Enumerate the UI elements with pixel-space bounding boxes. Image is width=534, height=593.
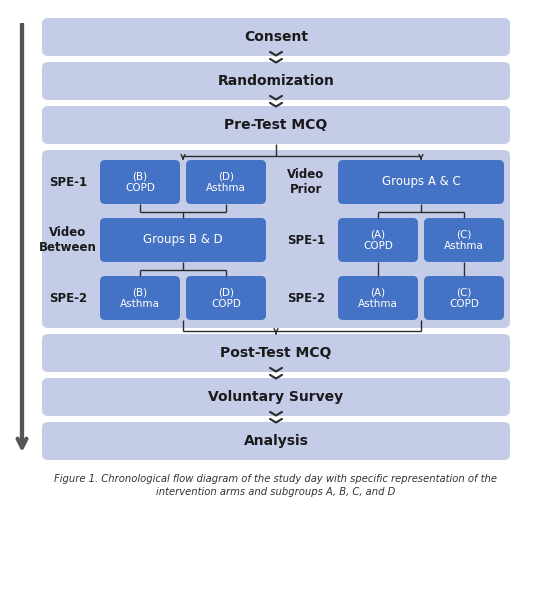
Text: SPE-2: SPE-2 [49,292,87,304]
Text: Figure 1. Chronological flow diagram of the study day with specific representati: Figure 1. Chronological flow diagram of … [54,474,498,484]
FancyBboxPatch shape [42,150,510,328]
Text: (B)
Asthma: (B) Asthma [120,287,160,309]
Text: (D)
COPD: (D) COPD [211,287,241,309]
Text: Randomization: Randomization [217,74,334,88]
Text: (A)
COPD: (A) COPD [363,229,393,251]
Text: (A)
Asthma: (A) Asthma [358,287,398,309]
FancyBboxPatch shape [100,160,180,204]
FancyBboxPatch shape [42,62,510,100]
FancyBboxPatch shape [42,156,272,208]
FancyBboxPatch shape [338,218,418,262]
FancyBboxPatch shape [424,276,504,320]
FancyBboxPatch shape [186,276,266,320]
Text: (D)
Asthma: (D) Asthma [206,171,246,193]
FancyBboxPatch shape [42,106,510,144]
FancyBboxPatch shape [42,214,272,266]
Text: (C)
Asthma: (C) Asthma [444,229,484,251]
FancyBboxPatch shape [42,422,510,460]
FancyBboxPatch shape [338,276,418,320]
FancyBboxPatch shape [424,218,504,262]
FancyBboxPatch shape [280,156,510,208]
FancyBboxPatch shape [42,334,510,372]
FancyBboxPatch shape [280,214,510,266]
Text: Analysis: Analysis [244,434,309,448]
FancyBboxPatch shape [42,378,510,416]
Text: (C)
COPD: (C) COPD [449,287,479,309]
Text: SPE-1: SPE-1 [287,234,325,247]
FancyBboxPatch shape [280,272,510,324]
FancyBboxPatch shape [42,272,272,324]
Text: SPE-1: SPE-1 [49,176,87,189]
Text: Pre-Test MCQ: Pre-Test MCQ [224,118,328,132]
Text: Voluntary Survey: Voluntary Survey [208,390,343,404]
FancyBboxPatch shape [338,160,504,204]
Text: Groups A & C: Groups A & C [382,176,460,189]
FancyBboxPatch shape [42,18,510,56]
Text: (B)
COPD: (B) COPD [125,171,155,193]
Text: Consent: Consent [244,30,308,44]
Text: intervention arms and subgroups A, B, C, and D: intervention arms and subgroups A, B, C,… [156,487,396,497]
Text: Video
Between: Video Between [39,226,97,254]
Text: Post-Test MCQ: Post-Test MCQ [221,346,332,360]
FancyBboxPatch shape [100,218,266,262]
FancyBboxPatch shape [186,160,266,204]
Text: Groups B & D: Groups B & D [143,234,223,247]
FancyBboxPatch shape [100,276,180,320]
Text: SPE-2: SPE-2 [287,292,325,304]
Text: Video
Prior: Video Prior [287,168,325,196]
